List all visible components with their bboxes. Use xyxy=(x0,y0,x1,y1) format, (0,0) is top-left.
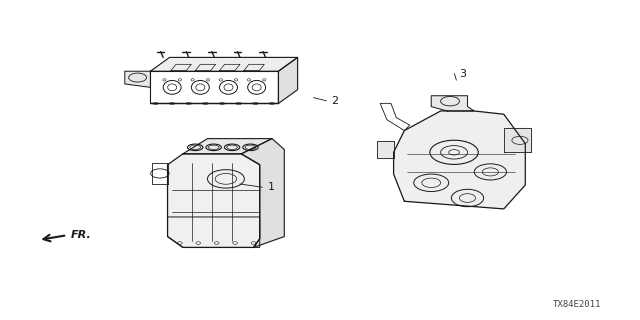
Polygon shape xyxy=(125,71,150,87)
Polygon shape xyxy=(150,57,298,71)
Polygon shape xyxy=(431,96,474,111)
Polygon shape xyxy=(504,128,531,152)
Text: TX84E2011: TX84E2011 xyxy=(553,300,602,309)
Text: 2: 2 xyxy=(332,96,339,106)
Polygon shape xyxy=(278,57,298,103)
Text: 3: 3 xyxy=(460,68,467,79)
Text: 1: 1 xyxy=(268,182,275,192)
Polygon shape xyxy=(394,111,525,209)
Polygon shape xyxy=(183,139,272,154)
Polygon shape xyxy=(168,154,260,247)
Text: FR.: FR. xyxy=(70,230,91,240)
Polygon shape xyxy=(378,141,394,158)
Polygon shape xyxy=(241,139,284,247)
